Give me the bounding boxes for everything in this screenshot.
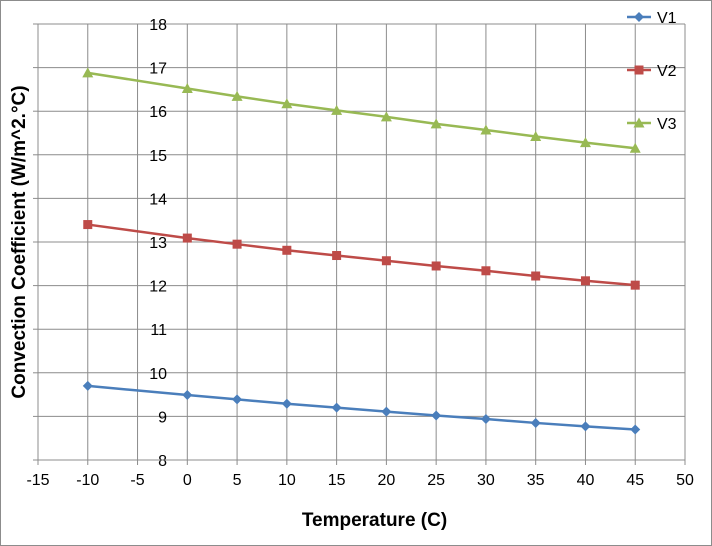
data-point-v1 [281, 398, 292, 409]
legend-entry-v1: V1 [627, 10, 677, 27]
data-point-v3 [579, 137, 591, 148]
data-point-v2 [182, 233, 192, 243]
x-tick-label: 0 [183, 472, 192, 489]
x-tick-label: -5 [130, 472, 144, 489]
y-tick-label: 14 [149, 191, 167, 208]
x-tick-label: 15 [328, 472, 346, 489]
data-point-v3 [480, 124, 492, 135]
series-v2 [83, 220, 640, 290]
x-tick-label: 25 [427, 472, 445, 489]
data-point-v2 [282, 245, 292, 255]
y-tick-label: 16 [149, 104, 167, 121]
data-point-v2 [431, 261, 441, 271]
legend-label-v3: V3 [657, 116, 677, 133]
y-tick-label: 11 [150, 322, 167, 339]
x-tick-label: 50 [676, 472, 694, 489]
data-point-v3 [231, 90, 243, 101]
data-point-v2 [630, 280, 640, 290]
data-point-v1 [381, 406, 392, 417]
axes: 8 9 10 11 12 13 14 15 16 17 18 -15 -10 -5 0 5 10 15 20 25 30… [26, 17, 694, 489]
x-tick-label: -15 [26, 472, 49, 489]
data-point-v1 [530, 417, 541, 428]
data-point-v3 [331, 104, 343, 115]
y-tick-label: 17 [149, 61, 167, 78]
legend-marker-v1 [634, 12, 644, 22]
data-point-v2 [580, 276, 590, 286]
data-point-v1 [480, 414, 491, 425]
x-tick-label: 10 [278, 472, 296, 489]
data-point-v3 [530, 130, 542, 141]
data-point-v1 [232, 394, 243, 405]
x-tick-label: 30 [477, 472, 495, 489]
y-tick-label: 8 [158, 453, 167, 470]
series-line-v1 [87, 384, 636, 431]
x-tick-label: 35 [527, 472, 545, 489]
data-point-v2 [481, 266, 491, 276]
y-tick-label: 15 [149, 148, 167, 165]
legend-entry-v3: V3 [627, 116, 677, 133]
data-point-v1 [82, 380, 93, 391]
legend-label-v2: V2 [657, 63, 677, 80]
y-tick-label: 18 [149, 17, 167, 34]
legend-label-v1: V1 [657, 10, 677, 27]
legend-marker-v3 [633, 117, 645, 128]
series-line-v3 [87, 71, 636, 150]
series-v3 [82, 67, 641, 153]
data-point-v3 [380, 111, 392, 122]
x-axis-title: Temperature (C) [302, 510, 447, 531]
x-tick-label: -10 [76, 472, 99, 489]
legend-entry-v2: V2 [627, 63, 677, 80]
data-point-v2 [83, 220, 93, 230]
y-tick-label: 12 [149, 279, 167, 296]
data-point-v3 [629, 142, 641, 153]
data-point-v2 [232, 239, 242, 249]
data-point-v3 [430, 118, 442, 129]
data-point-v3 [281, 98, 293, 109]
series-v1 [82, 380, 641, 435]
legend: V1 V2 V3 [627, 10, 677, 133]
x-tick-label: 40 [577, 472, 595, 489]
x-tick-label: 45 [626, 472, 644, 489]
series-line-v2 [87, 223, 636, 287]
data-point-v1 [182, 390, 193, 401]
y-tick-label: 13 [149, 235, 167, 252]
data-point-v1 [431, 410, 442, 421]
x-tick-label: 5 [233, 472, 242, 489]
data-point-v2 [332, 251, 342, 261]
legend-marker-v2 [634, 65, 644, 75]
gridlines [37, 23, 686, 461]
y-axis-title: Convection Coefficient (W/m^2.°C) [9, 85, 30, 398]
y-tick-label: 10 [149, 366, 167, 383]
data-point-v2 [531, 271, 541, 281]
data-point-v3 [181, 83, 193, 94]
data-point-v3 [82, 67, 94, 78]
data-point-v1 [331, 402, 342, 413]
data-point-v1 [630, 424, 641, 435]
series-layer [82, 67, 641, 435]
data-point-v2 [381, 256, 391, 266]
y-tick-label: 9 [158, 409, 167, 426]
x-tick-label: 20 [377, 472, 395, 489]
data-point-v1 [580, 421, 591, 432]
